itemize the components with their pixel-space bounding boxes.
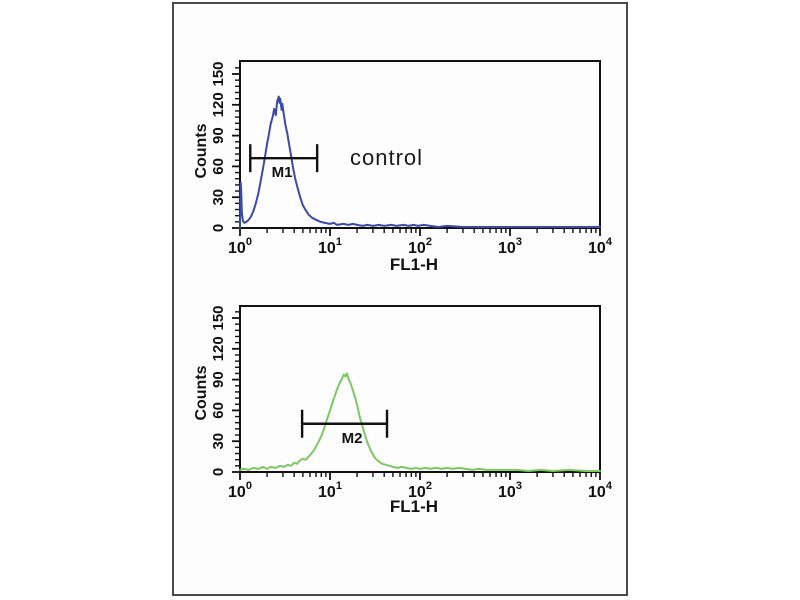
y-tick-label: 60 — [210, 158, 227, 175]
histogram-curve-antibody — [239, 372, 601, 472]
marker-m1-label: M1 — [272, 164, 293, 181]
y-tick-label: 150 — [210, 305, 227, 330]
x-axis-title: FL1-H — [390, 255, 438, 274]
y-tick-label: 90 — [210, 127, 227, 144]
y-tick-label: 0 — [210, 468, 227, 476]
marker-m2-label: M2 — [342, 430, 363, 447]
y-tick-label: 60 — [210, 402, 227, 419]
y-tick-label: 120 — [210, 92, 227, 117]
y-tick-label: 120 — [210, 336, 227, 361]
y-tick-label: 0 — [210, 224, 227, 232]
y-axis-title: Counts — [193, 123, 210, 178]
annotation-control: control — [350, 145, 423, 170]
x-axis-title: FL1-H — [390, 497, 438, 516]
y-tick-label: 30 — [210, 189, 227, 206]
y-axis-title: Counts — [193, 365, 210, 420]
histogram-curve-control — [239, 95, 601, 229]
figure-frame — [172, 2, 628, 596]
y-tick-label: 90 — [210, 371, 227, 388]
y-tick-label: 150 — [210, 61, 227, 86]
y-tick-label: 30 — [210, 433, 227, 450]
